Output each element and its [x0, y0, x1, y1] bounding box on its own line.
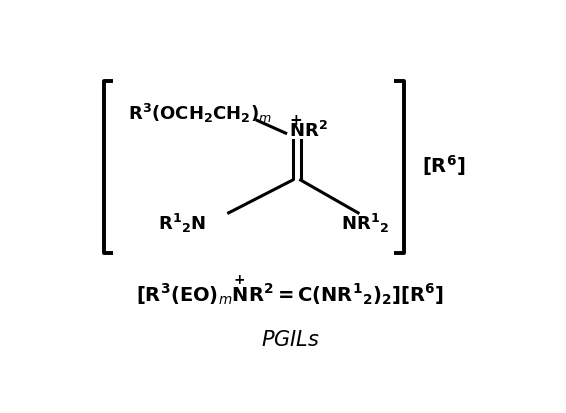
- Text: $\mathbf{R^3(OCH_2CH_2)_{\it{m}}}$: $\mathbf{R^3(OCH_2CH_2)_{\it{m}}}$: [128, 102, 272, 125]
- Text: $\mathbf{R^1{}_2N}$: $\mathbf{R^1{}_2N}$: [158, 211, 207, 235]
- Text: $\mathbf{[R^3(EO)_{\it{m}}\overset{+}{N}R^2=C(NR^1{}_2)_2][R^6]}$: $\mathbf{[R^3(EO)_{\it{m}}\overset{+}{N}…: [136, 273, 444, 307]
- Text: $\mathbf{NR^2}$: $\mathbf{NR^2}$: [289, 121, 328, 141]
- Text: $\mathbf{[R^6]}$: $\mathbf{[R^6]}$: [422, 153, 465, 178]
- Text: $\mathbf{+}$: $\mathbf{+}$: [289, 113, 302, 128]
- Text: $\mathbf{NR^1{}_2}$: $\mathbf{NR^1{}_2}$: [341, 211, 389, 235]
- Text: $\mathbf{\mathit{PGILs}}$: $\mathbf{\mathit{PGILs}}$: [260, 329, 320, 349]
